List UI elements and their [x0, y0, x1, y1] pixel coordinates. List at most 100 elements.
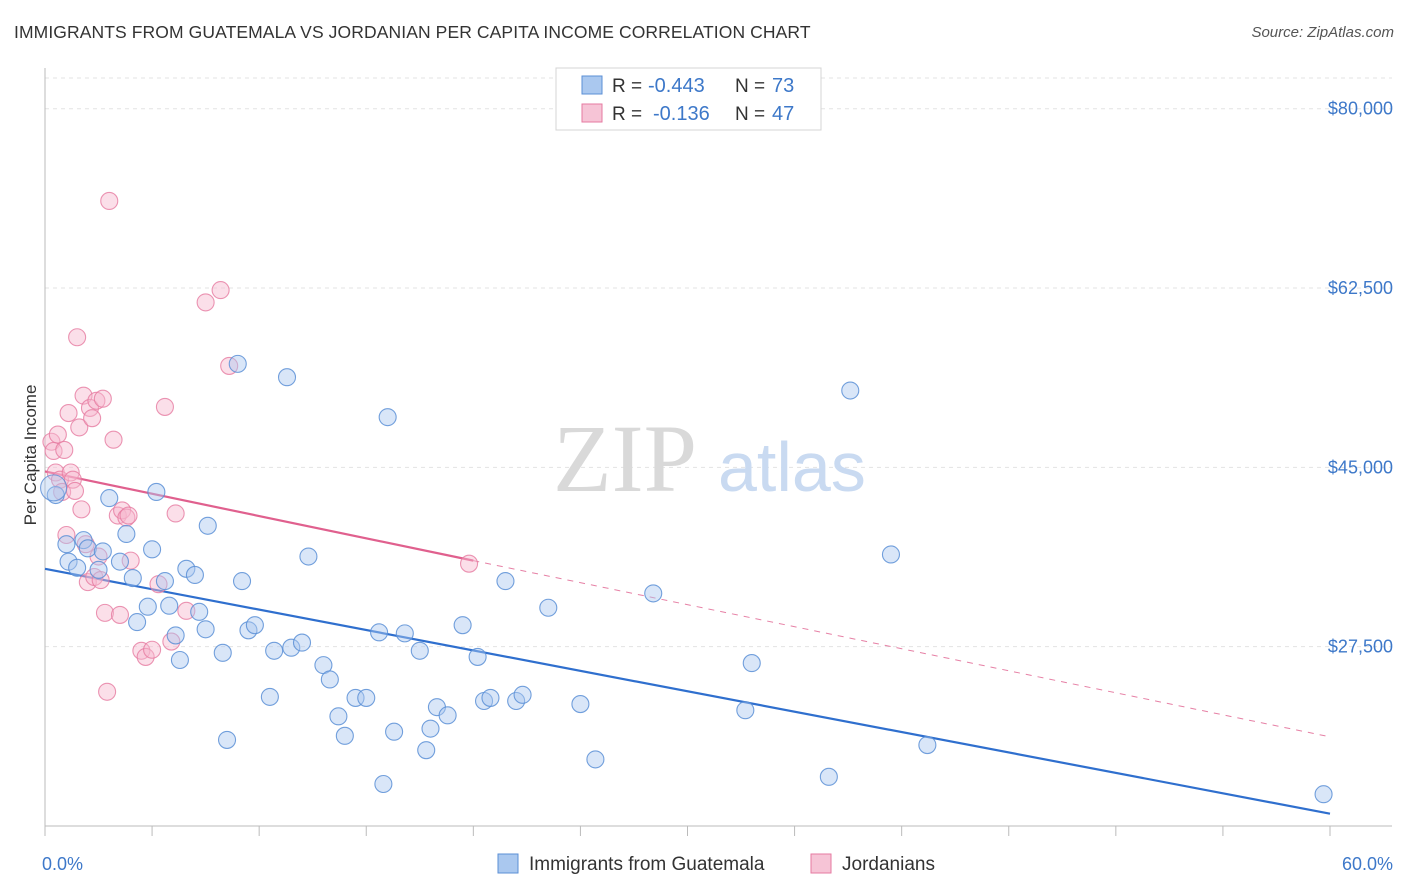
point-guatemala [213, 643, 232, 662]
series-legend: Immigrants from Guatemala Jordanians [497, 853, 935, 875]
legend-r-value-1: -0.443 [648, 75, 705, 97]
point-jordanians [57, 525, 76, 545]
point-guatemala [421, 719, 440, 738]
point-jordanians [93, 389, 112, 408]
point-guatemala-cluster [40, 474, 68, 502]
point-jordanians [72, 500, 91, 519]
point-guatemala [143, 540, 162, 559]
point-jordanians [98, 682, 117, 701]
point-guatemala [185, 565, 204, 585]
x-tick-label: 60.0% [1342, 854, 1393, 874]
point-jordanians [59, 404, 78, 423]
point-guatemala [918, 736, 937, 755]
grid-lines [45, 77, 1392, 648]
point-jordanians [155, 397, 174, 416]
legend-r-label-2: R = [612, 104, 642, 125]
point-guatemala [260, 687, 279, 706]
trend-line-guatemala [44, 567, 1331, 815]
scatter-points [40, 191, 1333, 804]
legend-n-value-2: 47 [772, 103, 794, 125]
point-guatemala [228, 354, 247, 373]
trend-line-jordanians [44, 470, 474, 562]
point-guatemala [378, 408, 397, 427]
point-guatemala [644, 584, 663, 603]
point-guatemala [170, 650, 189, 670]
chart-title: IMMIGRANTS FROM GUATEMALA VS JORDANIAN P… [14, 22, 811, 42]
point-jordanians [211, 281, 230, 300]
point-guatemala [292, 633, 312, 652]
point-jordanians [143, 640, 162, 659]
point-guatemala [190, 602, 209, 621]
legend-r-value-2: -0.136 [653, 103, 710, 125]
point-guatemala [57, 535, 76, 554]
point-guatemala [742, 654, 761, 673]
point-guatemala [217, 730, 237, 749]
point-guatemala [78, 539, 97, 558]
legend-swatch-jordanians [581, 103, 603, 123]
point-jordanians [459, 554, 479, 573]
point-guatemala [586, 750, 605, 769]
chart-source: Source: ZipAtlas.com [1251, 24, 1394, 41]
point-jordanians [95, 603, 115, 622]
point-jordanians [83, 409, 102, 428]
legend-n-label-2: N = [735, 104, 765, 125]
point-guatemala [395, 624, 414, 643]
point-guatemala [374, 774, 393, 794]
point-jordanians [87, 391, 106, 410]
axes: $27,500 $45,000 $62,500 $80,000 0.0% 60.0% [42, 68, 1393, 874]
point-guatemala [117, 524, 136, 544]
legend-n-value-1: 73 [772, 75, 794, 97]
point-guatemala [232, 572, 252, 591]
watermark-zip: ZIP [553, 405, 697, 512]
watermark: ZIP atlas [553, 405, 866, 512]
legend-n-label-1: N = [735, 76, 765, 97]
point-guatemala [385, 722, 404, 741]
point-guatemala [438, 706, 457, 725]
y-tick-label: $62,500 [1328, 278, 1393, 298]
legend-r-label-1: R = [612, 76, 642, 97]
point-guatemala [841, 381, 860, 400]
point-guatemala [93, 542, 112, 561]
point-guatemala [74, 531, 93, 550]
point-guatemala [346, 688, 365, 707]
point-jordanians [68, 328, 87, 347]
point-guatemala [410, 641, 429, 660]
point-jordanians [196, 293, 215, 312]
watermark-atlas: atlas [718, 428, 866, 506]
point-guatemala [481, 688, 500, 707]
point-guatemala [196, 620, 215, 639]
point-guatemala [513, 685, 532, 704]
point-guatemala [299, 547, 318, 566]
point-guatemala [468, 647, 487, 666]
point-jordanians [61, 463, 80, 482]
point-guatemala [138, 597, 157, 616]
point-guatemala [357, 688, 376, 707]
point-guatemala [1314, 785, 1333, 804]
point-guatemala [68, 558, 87, 577]
point-jordanians [70, 418, 89, 437]
point-guatemala [329, 707, 348, 726]
point-guatemala [277, 368, 297, 387]
point-guatemala [496, 572, 515, 591]
point-guatemala [453, 616, 472, 635]
legend-swatch-guatemala [581, 75, 603, 95]
point-jordanians [48, 425, 67, 444]
point-guatemala [881, 545, 901, 564]
point-guatemala [166, 626, 185, 645]
point-guatemala [819, 767, 838, 786]
trend-lines [44, 470, 1331, 815]
bottom-legend-swatch-jordanians [810, 853, 832, 874]
bottom-legend-label-jordanians: Jordanians [842, 854, 935, 875]
point-guatemala [571, 695, 590, 714]
point-guatemala [123, 568, 142, 588]
point-guatemala [198, 516, 217, 535]
point-guatemala [539, 598, 558, 617]
bottom-legend-swatch-guatemala [497, 853, 519, 874]
point-guatemala [147, 482, 166, 502]
y-tick-label: $27,500 [1328, 637, 1393, 657]
point-guatemala [320, 670, 339, 689]
x-tick-label: 0.0% [42, 854, 83, 874]
point-jordanians [119, 506, 138, 525]
bottom-legend-label-guatemala: Immigrants from Guatemala [529, 854, 765, 875]
